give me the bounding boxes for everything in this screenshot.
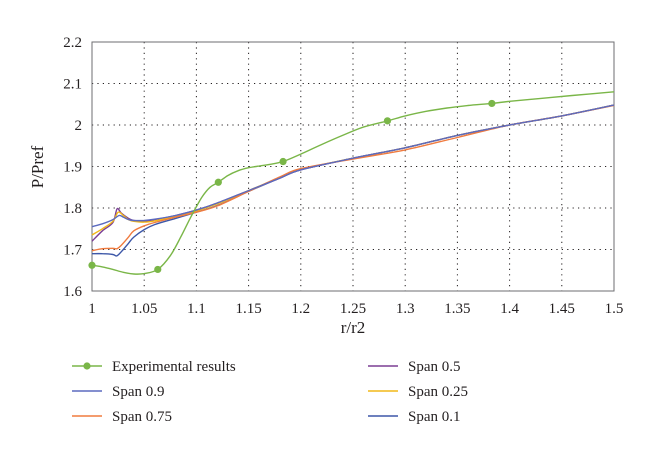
legend-label: Span 0.75 — [112, 409, 172, 425]
legend-label: Span 0.25 — [408, 384, 468, 400]
x-tick-label: 1 — [88, 301, 96, 317]
legend-marker — [83, 362, 91, 370]
series-line-span-0-1 — [91, 104, 615, 257]
y-tick-label: 1.9 — [63, 160, 82, 176]
experimental-data-point — [88, 261, 96, 269]
legend-label: Span 0.1 — [408, 409, 461, 425]
y-axis-title: P/Pref — [28, 145, 47, 188]
legend-item-span-0-75: Span 0.75 — [72, 409, 172, 425]
legend-label: Span 0.9 — [112, 384, 165, 400]
y-tick-label: 2.1 — [63, 77, 82, 93]
y-tick-label: 1.7 — [63, 243, 82, 259]
grid-lines — [92, 42, 614, 291]
experimental-data-point — [279, 157, 287, 166]
y-tick-label: 2 — [75, 118, 83, 134]
experimental-data-point — [214, 178, 222, 186]
x-tick-label: 1.4 — [500, 301, 519, 317]
x-axis-ticks: 1 1.05 1.1 1.15 1.2 1.25 1.3 1.35 1.4 1.45 1.5 — [88, 301, 623, 317]
plot-frame — [91, 41, 615, 292]
x-tick-label: 1.25 — [340, 301, 366, 317]
legend-label: Span 0.5 — [408, 359, 461, 375]
x-tick-label: 1.2 — [291, 301, 310, 317]
experimental-data-point — [154, 265, 162, 274]
y-tick-label: 1.8 — [63, 201, 82, 217]
legend: Experimental results Span 0.5 Span 0.9 Span… — [72, 359, 468, 425]
series-lines — [91, 91, 615, 275]
x-axis-title: r/r2 — [341, 318, 366, 337]
series-line-span-0-75 — [91, 104, 615, 252]
legend-item-span-0-1: Span 0.1 — [368, 409, 461, 425]
experimental-data-point — [488, 99, 496, 108]
y-tick-label: 2.2 — [63, 35, 82, 51]
experimental-data-point — [383, 117, 392, 125]
x-tick-label: 1.45 — [549, 301, 575, 317]
x-tick-label: 1.05 — [131, 301, 157, 317]
x-tick-label: 1.35 — [444, 301, 470, 317]
x-tick-label: 1.15 — [235, 301, 261, 317]
series-line-span-0-9 — [91, 104, 615, 228]
legend-item-span-0-9: Span 0.9 — [72, 384, 165, 400]
experimental-markers — [88, 99, 496, 274]
series-line-experimental-results — [91, 91, 615, 275]
y-tick-label: 1.6 — [63, 284, 82, 300]
legend-item-span-0-5: Span 0.5 — [368, 359, 461, 375]
x-tick-label: 1.1 — [187, 301, 206, 317]
y-axis-ticks: 1.6 1.7 1.8 1.9 2 2.1 2.2 — [63, 35, 82, 300]
legend-item-span-0-25: Span 0.25 — [368, 384, 468, 400]
x-tick-label: 1.3 — [396, 301, 415, 317]
x-tick-label: 1.5 — [605, 301, 624, 317]
legend-label: Experimental results — [112, 359, 236, 375]
legend-item-experimental-results: Experimental results — [72, 359, 236, 375]
